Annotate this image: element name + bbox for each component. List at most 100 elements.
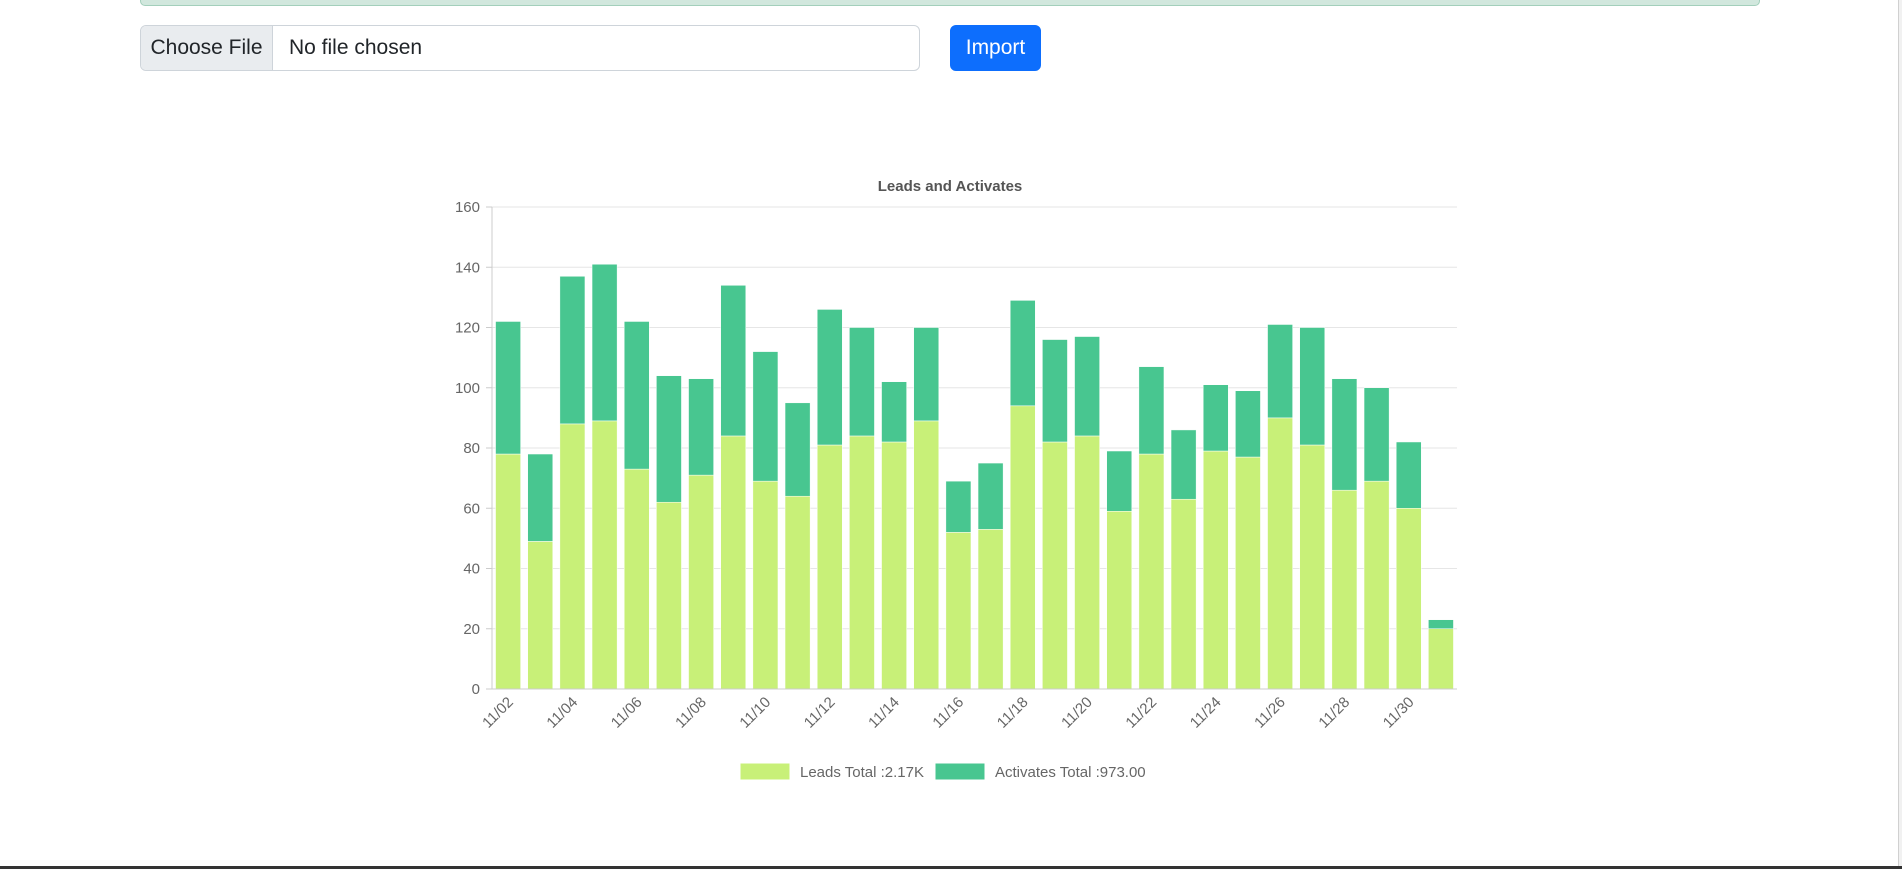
x-tick-label: 11/14 xyxy=(865,694,903,732)
x-tick-label: 11/06 xyxy=(608,694,646,732)
y-tick-label: 140 xyxy=(455,259,480,276)
bar-activates[interactable] xyxy=(1106,450,1133,512)
bar-activates[interactable] xyxy=(495,321,521,455)
legend-item-activates[interactable]: Activates Total :973.00 xyxy=(934,762,1146,781)
bar-leads[interactable] xyxy=(1331,489,1358,690)
bar-activates[interactable] xyxy=(977,462,1004,530)
bar-leads[interactable] xyxy=(1009,405,1036,690)
bar-leads[interactable] xyxy=(913,420,940,690)
bar-activates[interactable] xyxy=(656,375,682,503)
bar-leads[interactable] xyxy=(720,435,747,690)
bar-leads[interactable] xyxy=(1428,628,1454,690)
bottom-border xyxy=(0,866,1902,869)
legend-item-leads[interactable]: Leads Total :2.17K xyxy=(739,762,924,781)
bar-leads[interactable] xyxy=(1299,444,1326,690)
bar-activates[interactable] xyxy=(1235,390,1261,458)
legend-label: Leads Total :2.17K xyxy=(800,764,924,781)
bar-leads[interactable] xyxy=(1267,417,1293,690)
bar-leads[interactable] xyxy=(1235,456,1261,690)
bar-activates[interactable] xyxy=(591,263,618,422)
x-axis-ticks: 11/02 11/04 11/06 11/08 11/10 11/12 11/14 11/16… xyxy=(479,694,1417,732)
bar-leads[interactable] xyxy=(1363,480,1390,690)
bar-activates[interactable] xyxy=(1138,366,1165,455)
bar-leads[interactable] xyxy=(688,474,714,690)
x-tick-label: 11/12 xyxy=(801,694,839,732)
bar-activates[interactable] xyxy=(913,327,940,422)
bar-leads[interactable] xyxy=(1202,450,1229,690)
bar-activates[interactable] xyxy=(1428,619,1454,630)
bars xyxy=(495,263,1454,690)
bar-leads[interactable] xyxy=(816,444,843,690)
top-alert-bar xyxy=(140,0,1760,6)
y-tick-label: 0 xyxy=(472,681,480,698)
bar-leads[interactable] xyxy=(495,453,521,690)
x-tick-label: 11/20 xyxy=(1058,694,1096,732)
x-tick-label: 11/22 xyxy=(1122,694,1160,732)
legend-label: Activates Total :973.00 xyxy=(995,764,1146,781)
x-tick-label: 11/02 xyxy=(479,694,517,732)
bar-leads[interactable] xyxy=(559,423,586,690)
x-tick-label: 11/24 xyxy=(1187,694,1225,732)
bar-activates[interactable] xyxy=(1042,339,1068,443)
file-input[interactable]: Choose File No file chosen xyxy=(140,25,920,71)
bar-leads[interactable] xyxy=(656,501,682,690)
bar-leads[interactable] xyxy=(1170,498,1197,690)
choose-file-button[interactable]: Choose File xyxy=(141,26,273,70)
bar-activates[interactable] xyxy=(527,453,554,542)
grid-lines xyxy=(492,206,1457,690)
bar-leads[interactable] xyxy=(752,480,779,690)
y-tick-label: 160 xyxy=(455,199,480,216)
file-status-text: No file chosen xyxy=(289,36,423,59)
y-axis-ticks: 0 20 40 60 80 100 120 140 160 xyxy=(455,199,492,698)
x-tick-label: 11/08 xyxy=(672,694,710,732)
bar-activates[interactable] xyxy=(1363,387,1390,482)
axes xyxy=(491,207,1457,690)
bar-activates[interactable] xyxy=(1202,384,1229,452)
bar-leads[interactable] xyxy=(784,495,811,690)
scrollbar[interactable] xyxy=(1898,0,1902,869)
bar-activates[interactable] xyxy=(1395,441,1422,509)
y-tick-label: 20 xyxy=(463,621,480,638)
bar-leads[interactable] xyxy=(1395,508,1422,690)
bar-activates[interactable] xyxy=(623,321,650,470)
chart-title: Leads and Activates xyxy=(878,178,1023,195)
bar-leads[interactable] xyxy=(527,541,554,690)
bar-activates[interactable] xyxy=(1299,327,1326,446)
legend[interactable]: Leads Total :2.17K Activates Total :973.0… xyxy=(739,762,1146,781)
bar-activates[interactable] xyxy=(816,309,843,446)
bar-activates[interactable] xyxy=(688,378,714,476)
bar-activates[interactable] xyxy=(559,276,586,425)
legend-swatch xyxy=(934,762,986,781)
bar-activates[interactable] xyxy=(1331,378,1358,491)
bar-activates[interactable] xyxy=(752,351,779,482)
bar-activates[interactable] xyxy=(784,402,811,497)
bar-leads[interactable] xyxy=(849,435,875,690)
bar-leads[interactable] xyxy=(1074,435,1100,690)
bar-leads[interactable] xyxy=(945,532,972,690)
bar-activates[interactable] xyxy=(1009,300,1036,407)
import-button[interactable]: Import xyxy=(950,25,1041,71)
bar-leads[interactable] xyxy=(1106,511,1133,690)
bar-activates[interactable] xyxy=(1170,429,1197,500)
bar-activates[interactable] xyxy=(1267,324,1293,419)
x-tick-label: 11/26 xyxy=(1251,694,1289,732)
y-tick-label: 120 xyxy=(455,320,480,337)
x-tick-label: 11/28 xyxy=(1315,694,1353,732)
bar-leads[interactable] xyxy=(623,468,650,690)
x-tick-label: 11/04 xyxy=(543,694,581,732)
bar-leads[interactable] xyxy=(1042,441,1068,690)
bar-leads[interactable] xyxy=(977,529,1004,690)
bar-activates[interactable] xyxy=(720,285,747,437)
bar-activates[interactable] xyxy=(849,327,875,437)
bar-activates[interactable] xyxy=(881,381,907,443)
y-tick-label: 100 xyxy=(455,380,480,397)
x-tick-label: 11/10 xyxy=(736,694,774,732)
bar-leads[interactable] xyxy=(591,420,618,690)
bar-activates[interactable] xyxy=(945,480,972,533)
bar-leads[interactable] xyxy=(1138,453,1165,690)
legend-swatch xyxy=(739,762,791,781)
y-tick-label: 80 xyxy=(463,440,480,457)
bar-leads[interactable] xyxy=(881,441,907,690)
bar-activates[interactable] xyxy=(1074,336,1100,437)
